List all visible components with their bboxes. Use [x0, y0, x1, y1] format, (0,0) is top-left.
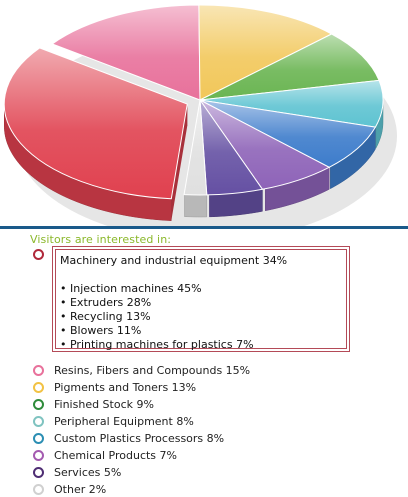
- legend-marker-icon: [33, 466, 44, 478]
- section-divider: [0, 226, 408, 229]
- legend-marker-icon: [33, 248, 44, 260]
- legend-marker-icon: [33, 381, 44, 393]
- legend-item[interactable]: Custom Plastics Processors 8%: [33, 430, 224, 446]
- legend-label: Custom Plastics Processors 8%: [54, 431, 225, 445]
- legend-item[interactable]: Chemical Products 7%: [33, 447, 177, 463]
- legend-marker-icon: [33, 415, 44, 427]
- pie-slice-5[interactable]: [199, 99, 377, 168]
- legend-marker-icon: [33, 398, 44, 410]
- legend-marker-icon: [33, 449, 44, 461]
- legend-detail-item: • Extruders 28%: [60, 296, 152, 309]
- legend-heading: Visitors are interested in:: [30, 233, 172, 246]
- pie-slice-1[interactable]: [51, 4, 201, 101]
- pie-slice-0[interactable]: [3, 47, 188, 200]
- legend-label: Pigments and Toners 13%: [54, 380, 197, 394]
- legend-label: Chemical Products 7%: [54, 448, 177, 462]
- legend-marker-icon: [33, 364, 44, 376]
- pie-slice-8[interactable]: [183, 99, 208, 196]
- legend-item[interactable]: Finished Stock 9%: [33, 396, 154, 412]
- legend-detail-item: • Recycling 13%: [60, 310, 151, 323]
- legend-item[interactable]: [33, 246, 54, 262]
- legend-marker-icon: [33, 483, 44, 495]
- pie-slice-2[interactable]: [198, 4, 333, 101]
- legend-detail-item: • Printing machines for plastics 7%: [60, 338, 254, 351]
- legend-label: Peripheral Equipment 8%: [54, 414, 194, 428]
- pie-chart[interactable]: [0, 0, 408, 241]
- legend-item[interactable]: Resins, Fibers and Compounds 15%: [33, 362, 250, 378]
- legend-item[interactable]: Pigments and Toners 13%: [33, 379, 196, 395]
- legend-item[interactable]: Services 5%: [33, 464, 121, 480]
- pie-slice-3[interactable]: [199, 33, 380, 101]
- legend-detail-inner: Machinery and industrial equipment 34% • …: [55, 249, 347, 351]
- legend-label: Other 2%: [54, 482, 107, 496]
- legend-detail-title: Machinery and industrial equipment 34%: [60, 254, 288, 267]
- legend-label: Finished Stock 9%: [54, 397, 154, 411]
- pie-tops: [3, 4, 384, 200]
- legend-item[interactable]: Peripheral Equipment 8%: [33, 413, 194, 429]
- legend-marker-icon: [33, 432, 44, 444]
- legend-item[interactable]: Other 2%: [33, 481, 106, 497]
- pie-cut-face: [171, 104, 188, 221]
- pie-slice-4[interactable]: [199, 79, 384, 128]
- pie-side-8: [184, 194, 208, 218]
- legend-detail-item: • Blowers 11%: [60, 324, 142, 337]
- legend-detail-item: • Injection machines 45%: [60, 282, 202, 295]
- legend-detail-box: Machinery and industrial equipment 34% • …: [52, 246, 350, 352]
- legend-label: Resins, Fibers and Compounds 15%: [54, 363, 251, 377]
- legend-label: Services 5%: [54, 465, 122, 479]
- pie-chart-svg: [3, 4, 397, 241]
